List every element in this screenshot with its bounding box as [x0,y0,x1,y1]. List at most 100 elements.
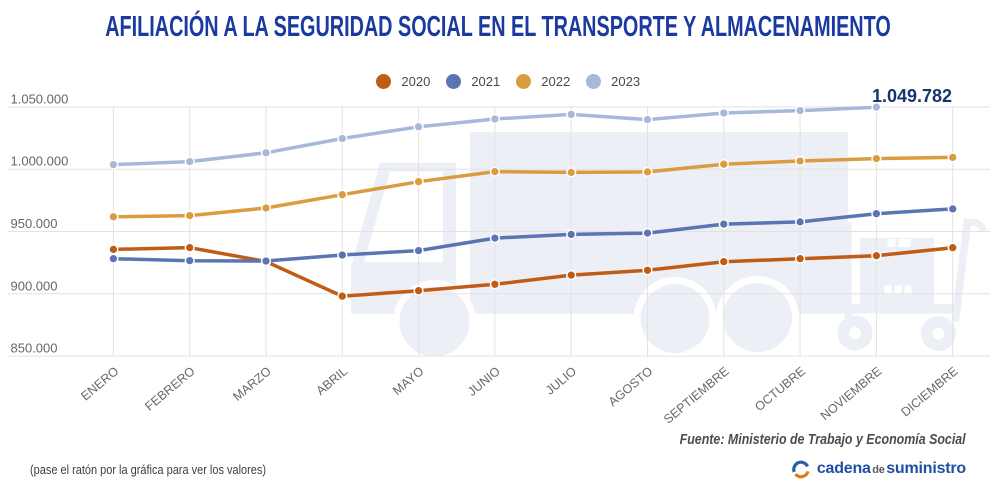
data-point-2020[interactable] [413,285,424,296]
legend-item-2020: 2020 [375,73,431,90]
data-point-2023[interactable] [184,156,195,167]
legend-label: 2021 [471,74,501,89]
logo-arc-blue [792,460,809,473]
y-tick-label: 850.000 [11,341,58,356]
handtruck-box-mark [894,285,902,295]
series-line-2020 [113,245,953,298]
data-point-2023[interactable] [260,147,272,158]
x-tick-label: JUNIO [465,364,503,399]
data-point-2021[interactable] [718,218,729,230]
data-point-2023[interactable] [108,159,119,170]
data-point-2021[interactable] [871,208,882,219]
logo-circular-arrows-icon [792,460,810,479]
data-point-2021[interactable] [413,245,424,256]
handtruck-box-mark [904,285,912,295]
site-logo[interactable]: cadena desuministro [789,457,966,481]
source-note: Fuente: Ministerio de Trabajo y Economía… [680,431,966,448]
data-point-2022[interactable] [718,159,729,170]
truck-cab-window [364,171,443,262]
legend-label: 2020 [401,74,431,89]
y-tick-label: 950.000 [11,216,58,231]
data-point-2020[interactable] [337,291,348,302]
handtruck-box-mark [884,285,892,295]
data-point-2022[interactable] [947,152,958,163]
data-point-2020[interactable] [184,242,195,253]
data-point-2021[interactable] [108,253,119,264]
data-point-2021[interactable] [566,229,577,240]
legend-dot-icon [585,73,602,90]
data-point-2021[interactable] [260,255,272,267]
data-point-2020[interactable] [108,244,119,255]
x-tick-label: MARZO [230,364,274,404]
data-point-2023[interactable] [413,121,424,132]
data-point-2021[interactable] [337,249,348,261]
chart-title: AFILIACIÓN A LA SEGURIDAD SOCIAL EN EL T… [0,11,1000,44]
data-point-2023[interactable] [337,133,348,144]
data-point-2020[interactable] [947,242,958,253]
data-point-2022[interactable] [489,166,501,177]
data-point-2022[interactable] [337,189,348,200]
data-point-2022[interactable] [260,202,272,214]
x-tick-label: ABRIL [314,364,351,398]
data-point-2021[interactable] [184,255,195,266]
data-point-2022[interactable] [871,153,882,164]
hover-hint: (pase el ratón por la gráfica para ver l… [30,461,266,477]
data-point-2020[interactable] [489,279,501,290]
data-point-2022[interactable] [413,176,424,187]
data-point-2023[interactable] [642,114,653,125]
data-point-2022[interactable] [566,167,577,178]
handtruck-box-mark [898,239,911,247]
handtruck-box [860,238,934,307]
data-point-2021[interactable] [794,216,806,228]
handtruck-box-mark [887,239,896,247]
data-point-2021[interactable] [489,232,501,244]
y-tick-label: 1.000.000 [11,154,69,169]
logo-word-suministro: suministro [886,460,966,477]
data-point-2020[interactable] [794,253,806,264]
data-point-2023[interactable] [489,113,501,125]
truck-watermark [351,132,987,363]
legend-label: 2023 [611,74,641,89]
legend-label: 2022 [541,74,571,89]
x-tick-label: NOVIEMBRE [818,364,884,423]
data-point-2022[interactable] [108,211,119,222]
handtruck-platform [844,304,954,314]
x-tick-label: OCTUBRE [752,364,808,414]
data-point-2023[interactable] [794,105,806,116]
data-point-2023[interactable] [566,109,577,120]
data-point-2020[interactable] [642,265,653,276]
legend-dot-icon [515,73,532,90]
data-point-2022[interactable] [184,210,195,221]
x-tick-label: MAYO [390,364,427,398]
data-point-2021[interactable] [642,227,653,239]
logo-text: cadena desuministro [817,460,966,478]
handtruck-frame [844,222,852,334]
x-tick-label: JULIO [543,364,579,398]
series-line-2022 [113,155,953,219]
data-point-2020[interactable] [718,256,729,267]
data-point-2022[interactable] [794,155,806,167]
data-point-2021[interactable] [947,203,958,215]
y-axis-labels: 1.050.000 1.000.000 950.000 900.000 850.000 [11,91,69,355]
x-tick-label: DICIEMBRE [898,364,960,419]
truck-wheel [399,286,470,357]
series-line-2021 [113,207,953,263]
x-tick-label: ENERO [78,364,121,403]
legend: 2020 2021 2022 2023 [8,73,1000,90]
data-point-2020[interactable] [871,250,882,261]
legend-dot-icon [375,73,392,90]
data-point-2023[interactable] [718,107,729,119]
handtruck-wheel-hub [849,327,861,339]
data-point-2022[interactable] [642,166,653,178]
truck-wheel [723,283,792,352]
x-tick-label: FEBRERO [142,364,197,414]
y-tick-label: 1.050.000 [11,91,69,106]
y-tick-label: 900.000 [11,278,58,293]
data-point-2023[interactable] [871,102,882,113]
legend-item-2022: 2022 [515,73,571,90]
logo-arc-orange [794,470,810,479]
legend-item-2023: 2023 [585,73,641,90]
data-point-2020[interactable] [566,269,577,281]
